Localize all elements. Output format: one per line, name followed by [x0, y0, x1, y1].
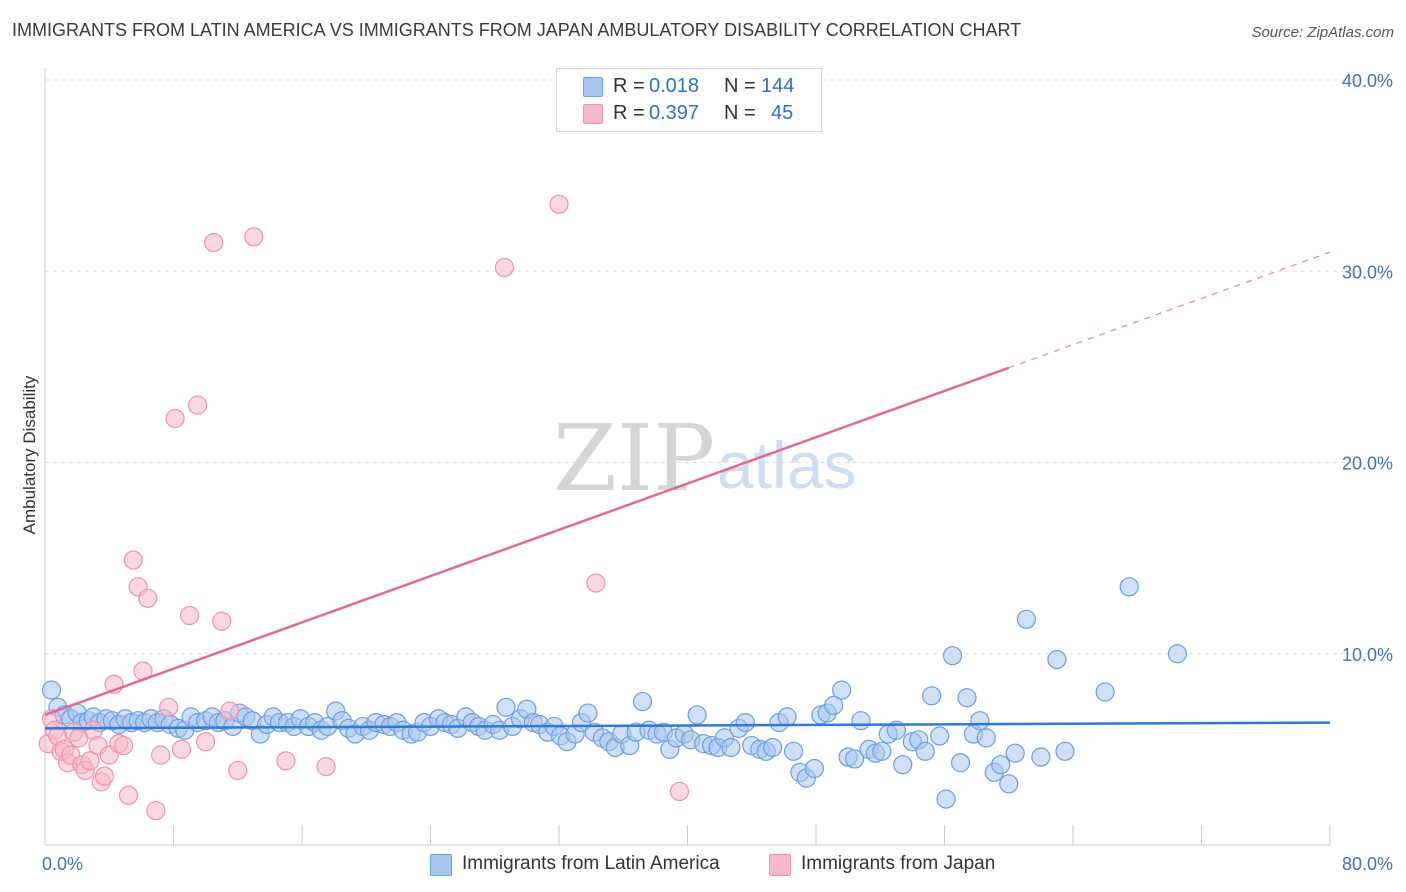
legend-label: Immigrants from Japan — [801, 853, 996, 874]
japan-point — [494, 257, 514, 278]
japan-point — [212, 611, 232, 631]
n-value: 45 — [771, 102, 794, 124]
latin-america-point — [999, 774, 1019, 794]
n-label: N = — [724, 102, 756, 124]
latin-america-point — [893, 755, 913, 775]
y-axis-label: Ambulatory Disability — [20, 375, 39, 534]
latin-america-point — [872, 741, 892, 761]
y-tick-label: 40.0% — [1342, 71, 1393, 91]
latin-america-point — [632, 691, 653, 712]
stats-row-latin-america: R = 0.018 N = 144 — [557, 73, 821, 100]
japan-point — [316, 756, 336, 777]
legend-label: Immigrants from Latin America — [462, 853, 720, 874]
japan-point — [151, 745, 171, 765]
axes — [44, 68, 1331, 846]
latin-america-point — [930, 726, 950, 746]
y-tick-label: 30.0% — [1342, 262, 1393, 282]
blue-swatch-icon — [430, 854, 452, 876]
r-value: 0.397 — [649, 102, 700, 124]
japan-point — [196, 732, 216, 752]
japan-point — [94, 766, 115, 786]
japan-point — [171, 739, 192, 759]
latin-america-point — [1047, 649, 1067, 670]
latin-america-point — [976, 728, 996, 748]
latin-america-point — [970, 711, 990, 731]
japan-point — [244, 227, 264, 247]
latin-america-point — [824, 695, 844, 715]
latin-america-point — [763, 737, 783, 758]
n-label: N = — [724, 75, 756, 97]
y-tick-label: 10.0% — [1342, 645, 1393, 665]
japan-point — [549, 194, 569, 214]
stats-box: R = 0.018 N = 144 R = 0.397 N = 45 — [556, 68, 822, 132]
latin-america-trend-line — [44, 721, 1331, 730]
japan-point — [187, 395, 208, 415]
n-value: 144 — [761, 75, 795, 97]
source-credit: Source: ZipAtlas.com — [1251, 24, 1394, 41]
latin-america-point — [1167, 644, 1188, 664]
pink-swatch-icon — [769, 854, 791, 876]
japan-point — [123, 550, 143, 570]
y-tick-label: 20.0% — [1342, 454, 1393, 474]
chart-title: IMMIGRANTS FROM LATIN AMERICA VS IMMIGRA… — [12, 20, 1022, 40]
japan-point — [146, 800, 166, 821]
latin-america-point — [578, 703, 598, 723]
latin-america-point — [1055, 741, 1075, 761]
latin-america-point — [851, 711, 871, 731]
latin-america-point — [991, 755, 1011, 775]
japan-point — [669, 781, 690, 802]
x-tick-label: 0.0% — [42, 854, 83, 874]
latin-america-point — [1095, 682, 1115, 702]
watermark: ZIP atlas — [553, 405, 856, 512]
latin-america-point — [41, 680, 62, 700]
japan-trend-line — [44, 366, 1010, 717]
latin-america-point — [844, 749, 865, 769]
series-latin-america-points — [41, 577, 1188, 809]
latin-america-point — [950, 753, 971, 773]
japan-point — [228, 760, 248, 781]
latin-america-point — [1119, 577, 1139, 597]
japan-point — [118, 785, 139, 805]
x-tick-label: 80.0% — [1342, 854, 1393, 874]
trend-lines — [44, 251, 1331, 730]
pink-swatch-icon — [583, 104, 603, 124]
latin-america-point — [735, 712, 755, 733]
japan-point — [138, 588, 158, 608]
latin-america-point — [687, 705, 707, 725]
r-label: R = — [613, 75, 645, 97]
latin-america-point — [936, 789, 956, 809]
grid-lines — [45, 79, 1392, 655]
japan-point — [80, 751, 100, 771]
latin-america-point — [1016, 609, 1037, 629]
japan-point — [179, 605, 200, 626]
japan-point — [220, 701, 240, 721]
japan-point — [165, 408, 185, 429]
stats-row-japan: R = 0.397 N = 45 — [557, 100, 821, 127]
latin-america-point — [496, 697, 516, 717]
japan-trend-extension — [1008, 251, 1331, 369]
japan-point — [586, 573, 606, 593]
latin-america-point — [804, 758, 824, 779]
latin-america-point — [915, 741, 935, 761]
r-label: R = — [613, 102, 645, 124]
latin-america-point — [777, 707, 797, 727]
japan-point — [276, 751, 296, 771]
latin-america-point — [922, 686, 942, 706]
latin-america-point — [1005, 743, 1025, 763]
latin-america-point — [783, 741, 804, 761]
japan-point — [159, 697, 179, 717]
latin-america-point — [942, 646, 963, 666]
r-value: 0.018 — [649, 75, 700, 97]
latin-america-point — [721, 737, 741, 758]
latin-america-point — [957, 688, 977, 708]
japan-point — [204, 232, 224, 253]
blue-swatch-icon — [583, 77, 603, 97]
watermark-zip: ZIP — [553, 405, 715, 512]
japan-point — [114, 735, 134, 756]
latin-america-point — [832, 680, 852, 700]
series-japan-points — [38, 194, 690, 821]
tick-labels: 10.0% 20.0% 30.0% 40.0% 0.0% 80.0% — [42, 71, 1393, 874]
latin-america-point — [1031, 747, 1051, 767]
